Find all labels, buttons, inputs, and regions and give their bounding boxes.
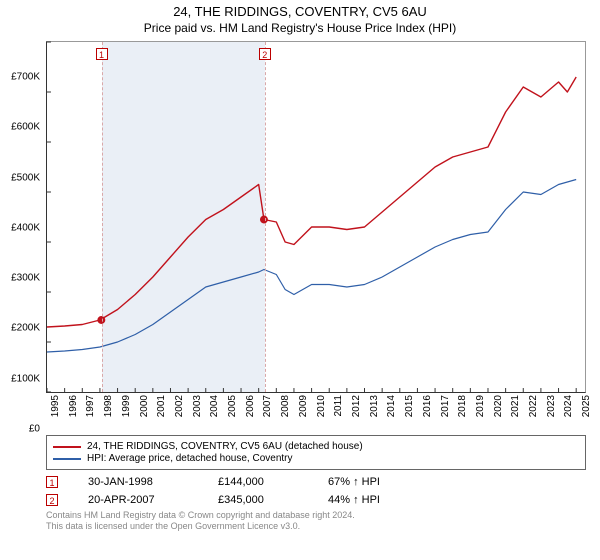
chart-title: 24, THE RIDDINGS, COVENTRY, CV5 6AU (0, 4, 600, 19)
legend-label: 24, THE RIDDINGS, COVENTRY, CV5 6AU (det… (87, 441, 363, 452)
sales-table: 1 30-JAN-1998 £144,000 67% ↑ HPI 2 20-APR-200… (0, 476, 600, 506)
y-tick-label: £700K (11, 72, 40, 83)
y-tick-label: £500K (11, 172, 40, 183)
sale-row-marker: 2 (46, 494, 58, 506)
x-tick-label: 2015 (404, 395, 415, 417)
sale-row-hpi: 67% ↑ HPI (328, 476, 428, 488)
sale-marker-box: 1 (96, 48, 108, 60)
legend-swatch (53, 446, 81, 448)
x-tick-label: 2011 (333, 395, 344, 417)
x-tick-label: 2000 (139, 395, 150, 417)
sale-row: 1 30-JAN-1998 £144,000 67% ↑ HPI (46, 476, 586, 488)
y-tick-label: £600K (11, 122, 40, 133)
x-tick-label: 2018 (457, 395, 468, 417)
x-tick-label: 2025 (581, 395, 592, 417)
x-tick-label: 2016 (422, 395, 433, 417)
legend-item: 24, THE RIDDINGS, COVENTRY, CV5 6AU (det… (53, 441, 579, 452)
x-tick-label: 1996 (68, 395, 79, 417)
x-tick-label: 2013 (369, 395, 380, 417)
sale-row-date: 20-APR-2007 (88, 494, 188, 506)
x-tick-label: 2002 (174, 395, 185, 417)
legend-swatch (53, 458, 81, 460)
sale-row-hpi: 44% ↑ HPI (328, 494, 428, 506)
y-tick-label: £200K (11, 323, 40, 334)
x-tick-label: 2001 (156, 395, 167, 417)
sale-marker-line (265, 42, 266, 392)
y-axis-labels: £0£100K£200K£300K£400K£500K£600K£700K (0, 77, 44, 429)
x-axis-labels: 1995 1996 1997 1998 1999 2000 2001 2002 2003 2004… (46, 393, 586, 431)
x-tick-label: 2003 (192, 395, 203, 417)
x-tick-label: 1999 (121, 395, 132, 417)
chart-legend: 24, THE RIDDINGS, COVENTRY, CV5 6AU (det… (46, 435, 586, 470)
x-tick-label: 2023 (546, 395, 557, 417)
x-tick-label: 1998 (103, 395, 114, 417)
sale-row-date: 30-JAN-1998 (88, 476, 188, 488)
x-tick-label: 2021 (510, 395, 521, 417)
chart-svg (47, 42, 585, 392)
chart-plot-area: 12 (46, 41, 586, 393)
sale-row-marker: 1 (46, 476, 58, 488)
x-tick-label: 2022 (528, 395, 539, 417)
y-tick-label: £0 (29, 424, 40, 435)
x-tick-label: 2005 (227, 395, 238, 417)
sale-marker-line (102, 42, 103, 392)
x-tick-label: 2009 (298, 395, 309, 417)
sale-row: 2 20-APR-2007 £345,000 44% ↑ HPI (46, 494, 586, 506)
x-tick-label: 1995 (50, 395, 61, 417)
x-tick-label: 2007 (262, 395, 273, 417)
chart-subtitle: Price paid vs. HM Land Registry's House … (0, 21, 600, 35)
sale-row-price: £345,000 (218, 494, 298, 506)
footer-line-2: This data is licensed under the Open Gov… (46, 521, 586, 532)
y-tick-label: £400K (11, 222, 40, 233)
x-tick-label: 2008 (280, 395, 291, 417)
legend-item: HPI: Average price, detached house, Cove… (53, 453, 579, 464)
chart-title-block: 24, THE RIDDINGS, COVENTRY, CV5 6AU Pric… (0, 0, 600, 35)
y-tick-label: £100K (11, 373, 40, 384)
x-tick-label: 2010 (316, 395, 327, 417)
footer-line-1: Contains HM Land Registry data © Crown c… (46, 510, 586, 521)
chart-footer: Contains HM Land Registry data © Crown c… (46, 510, 586, 533)
x-tick-label: 2012 (351, 395, 362, 417)
sale-row-price: £144,000 (218, 476, 298, 488)
x-tick-label: 2004 (209, 395, 220, 417)
x-tick-label: 2017 (440, 395, 451, 417)
sale-marker-box: 2 (259, 48, 271, 60)
y-tick-label: £300K (11, 273, 40, 284)
x-tick-label: 2024 (563, 395, 574, 417)
x-tick-label: 2020 (493, 395, 504, 417)
x-tick-label: 1997 (85, 395, 96, 417)
x-tick-label: 2006 (245, 395, 256, 417)
x-tick-label: 2019 (475, 395, 486, 417)
legend-label: HPI: Average price, detached house, Cove… (87, 453, 293, 464)
x-tick-label: 2014 (386, 395, 397, 417)
